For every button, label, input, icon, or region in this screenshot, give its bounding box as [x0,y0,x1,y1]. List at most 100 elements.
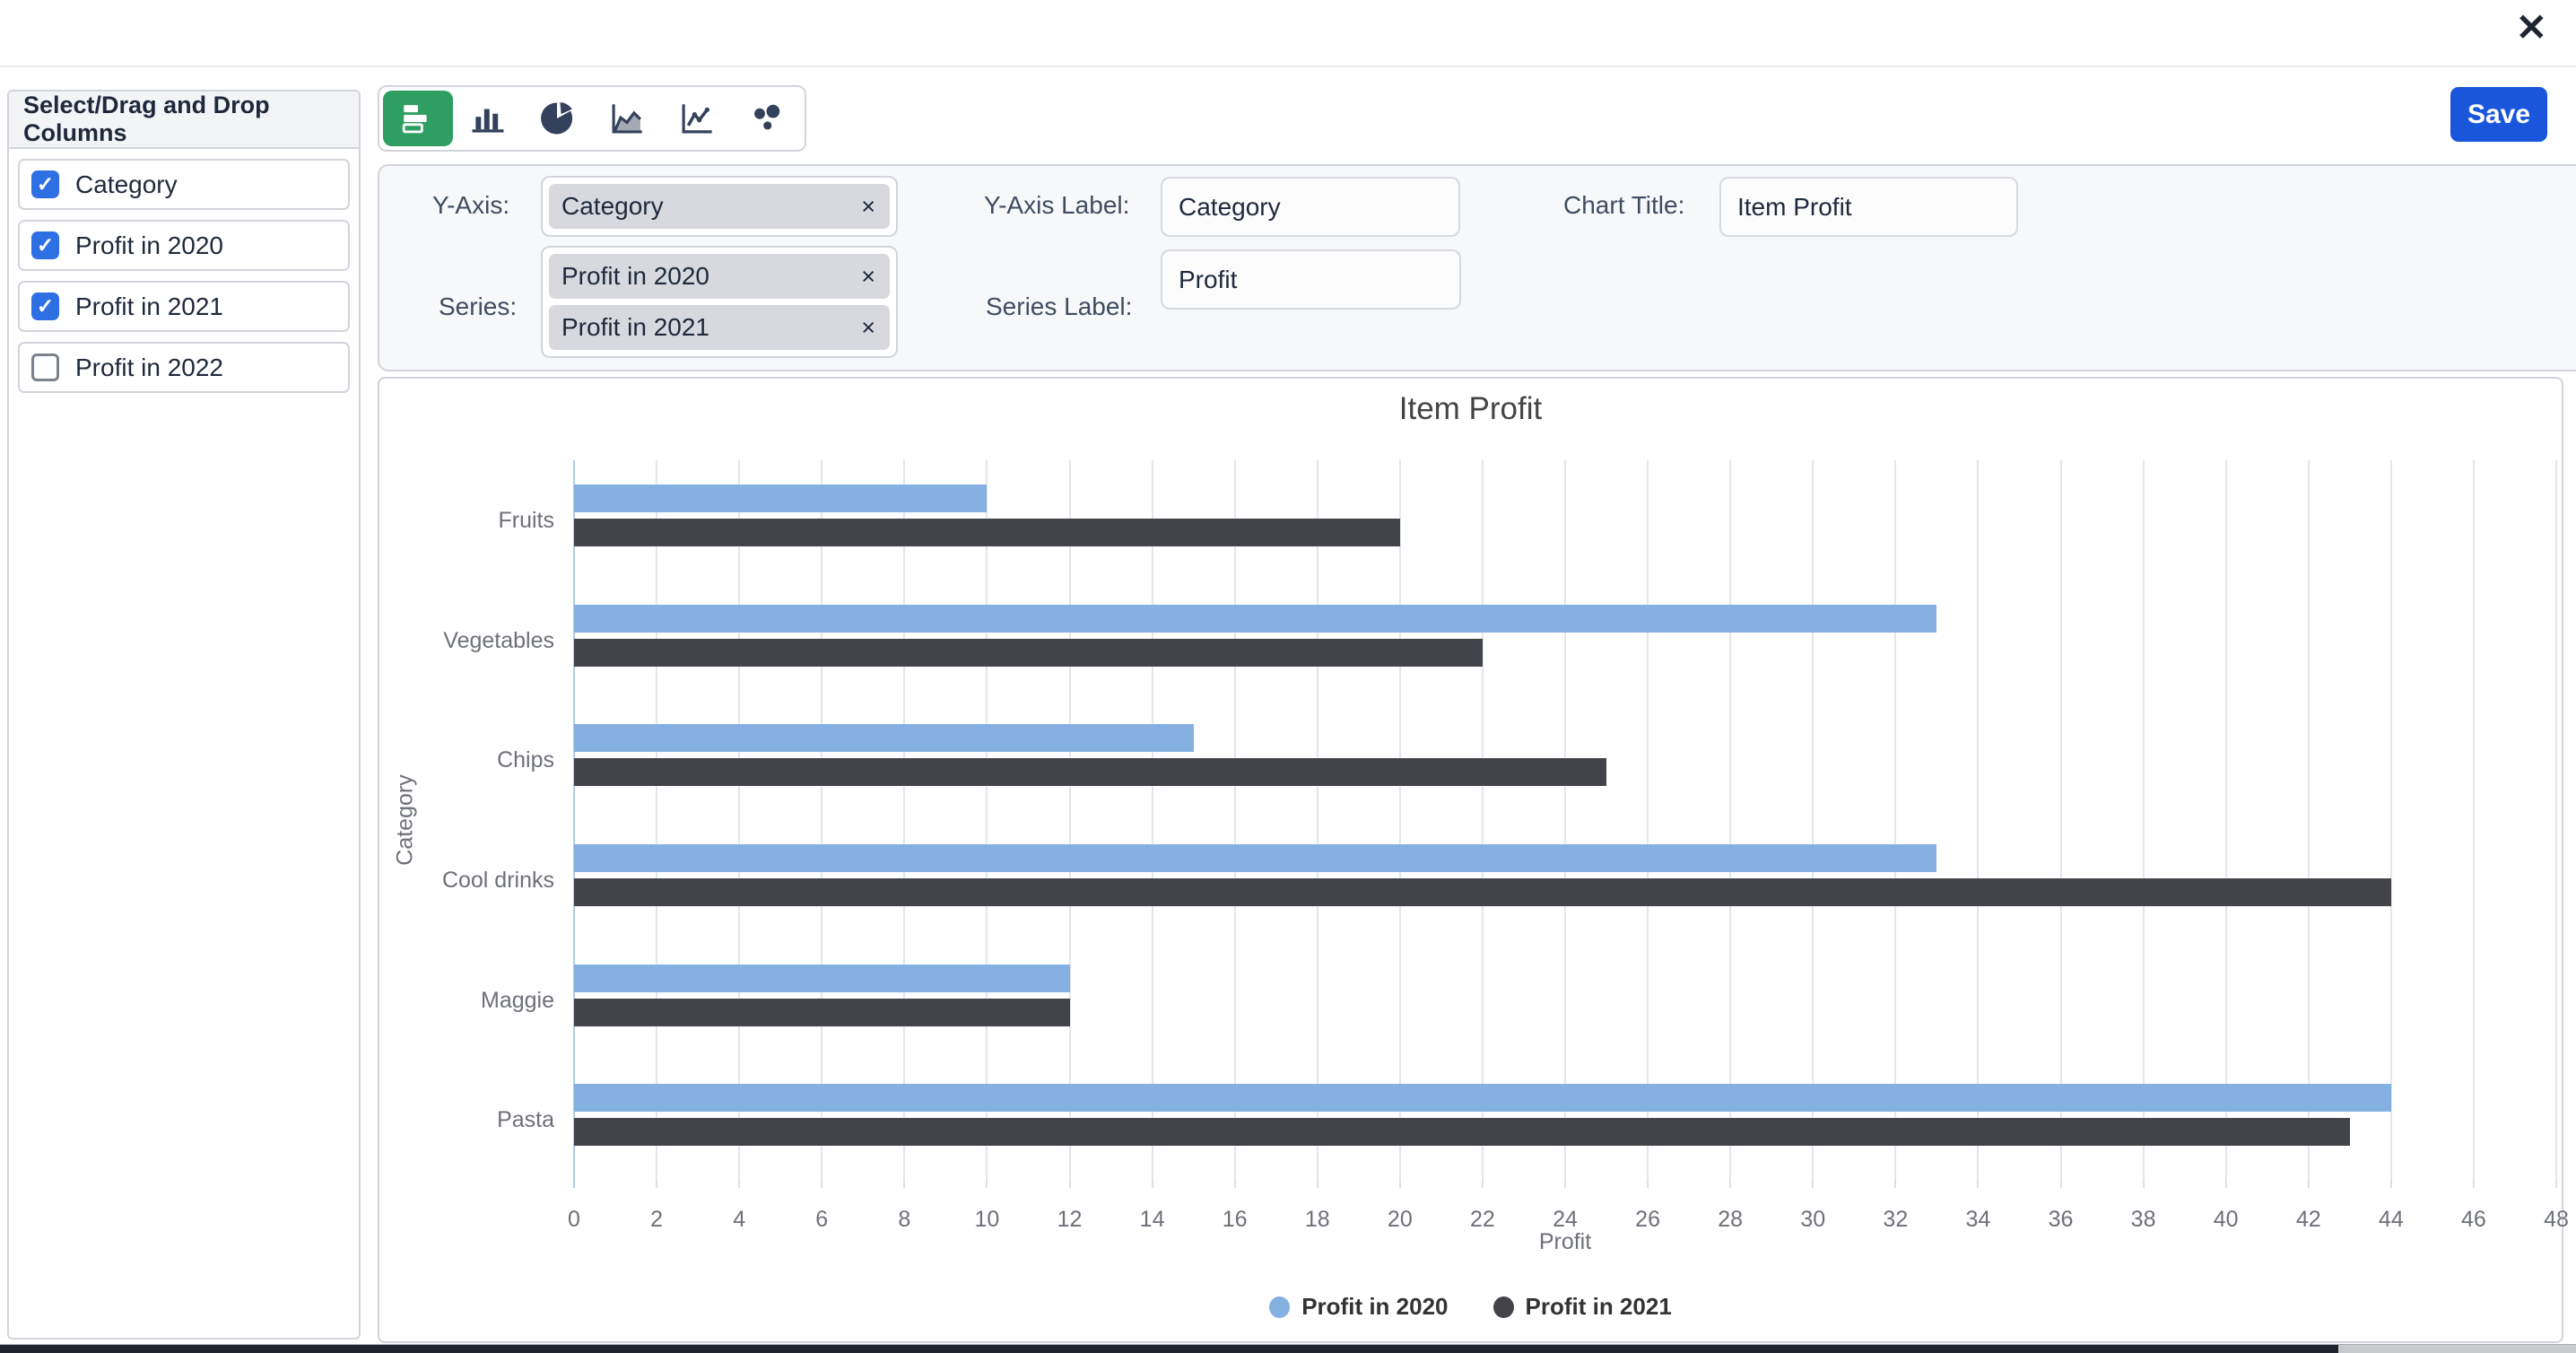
category-axis-labels: Fruits Vegetables Chips Cool drinks Maggie Pa… [377,460,554,1180]
horizontal-scrollbar[interactable] [0,1344,2576,1353]
chart-type-pie-button[interactable] [522,91,592,146]
chart-type-scatter-button[interactable] [731,91,801,146]
axis-tick [1894,1180,1897,1188]
chart-title-field-text: Chart Title: [1563,191,1685,219]
chip-remove-icon[interactable]: × [861,262,875,290]
column-checkbox-item[interactable]: Category [18,159,350,210]
x-tick-label: 12 [1057,1207,1083,1232]
gridline [2555,460,2557,1180]
axis-tick [1151,1180,1153,1188]
axis-tick [821,1180,823,1188]
chart-type-area-button[interactable] [592,91,662,146]
x-tick-label: 20 [1387,1207,1413,1232]
axis-tick [656,1180,658,1188]
x-tick-label: 40 [2213,1207,2239,1232]
axis-tick [2142,1180,2145,1188]
checkbox-checked-icon[interactable] [31,170,59,198]
gridline [656,460,658,1180]
legend-entry[interactable]: Profit in 2020 [1269,1293,1449,1321]
x-tick-label: 14 [1139,1207,1165,1232]
x-tick-label: 32 [1883,1207,1909,1232]
gridline [738,460,741,1180]
column-chart-icon [472,109,503,133]
chart-title: Item Profit [1398,391,1543,426]
y-axis-label-text: Y-Axis: [432,191,510,219]
axis-tick [986,1180,988,1188]
bar-profit-in-2021 [574,518,1400,546]
x-tick-label: 28 [1718,1207,1744,1232]
y-axis-label-input[interactable] [1161,177,1460,237]
axis-tick [1564,1180,1566,1188]
axis-tick [903,1180,906,1188]
category-tick-label: Pasta [497,1107,554,1133]
scrollbar-thumb[interactable] [0,1345,2338,1353]
x-tick-label: 22 [1470,1207,1495,1232]
column-checkbox-item[interactable]: Profit in 2021 [18,281,350,332]
bar-profit-in-2020 [574,604,1937,633]
selected-column-chip: Profit in 2021 × [549,305,890,350]
y-axis-name: Category [392,774,418,866]
legend-marker-icon [1269,1296,1291,1318]
x-tick-label: 0 [568,1207,580,1232]
x-tick-label: 38 [2130,1207,2156,1232]
checkbox-checked-icon[interactable] [31,292,59,320]
checkbox-unchecked-icon[interactable] [31,354,59,381]
chip-remove-icon[interactable]: × [861,313,875,341]
x-tick-label: 44 [2378,1207,2404,1232]
gridline [821,460,823,1180]
x-tick-label: 26 [1635,1207,1660,1232]
series-label-text: Series: [439,292,518,320]
x-tick-label: 18 [1304,1207,1330,1232]
axis-tick [2472,1180,2475,1188]
column-label: Profit in 2020 [75,231,223,259]
bar-profit-in-2020 [574,484,988,512]
series-label-input[interactable] [1161,249,1461,310]
x-tick-label: 24 [1553,1207,1578,1232]
category-tick-label: Vegetables [443,627,554,653]
x-tick-label: 10 [974,1207,1000,1232]
bar-profit-in-2021 [574,1118,2350,1147]
column-list: Category Profit in 2020 Profit in 2021 Prof… [9,159,359,393]
area-chart-icon [612,104,642,134]
bar-profit-in-2021 [574,877,2391,906]
y-axis-chipbox[interactable]: Category × [541,176,898,237]
column-checkbox-item[interactable]: Profit in 2020 [18,220,350,271]
gridline [1729,460,1732,1180]
gridline [2224,460,2227,1180]
axis-tick [1812,1180,1815,1188]
axis-tick [1233,1180,1236,1188]
series-chipbox[interactable]: Profit in 2020 × Profit in 2021 × [541,246,898,358]
close-icon[interactable]: ✕ [2515,6,2547,48]
chart-title-input[interactable] [1719,177,2018,237]
save-button[interactable]: Save [2450,87,2547,142]
gridline [1151,460,1153,1180]
chart-type-column-button[interactable] [453,91,523,146]
axis-tick [1647,1180,1649,1188]
chart-type-horizontal-bar-button[interactable] [383,91,453,146]
chip-label: Profit in 2021 [561,313,709,341]
series-label-field-text: Series Label: [986,292,1133,320]
top-bar: ✕ [0,0,2576,67]
bar-profit-in-2020 [574,1084,2391,1113]
chip-remove-icon[interactable]: × [861,192,875,220]
column-checkbox-item[interactable]: Profit in 2022 [18,342,350,393]
bar-profit-in-2020 [574,964,1070,992]
x-tick-label: 42 [2295,1207,2321,1232]
gridline [2472,460,2475,1180]
checkbox-checked-icon[interactable] [31,231,59,259]
line-chart-icon [682,104,712,134]
axis-tick [1481,1180,1484,1188]
x-axis-name: Profit [1538,1229,1592,1254]
gridline [1894,460,1897,1180]
chart-type-toolbar [378,85,806,152]
column-label: Profit in 2022 [75,353,223,381]
legend-marker-icon [1493,1296,1514,1318]
legend-entry[interactable]: Profit in 2021 [1493,1293,1672,1321]
category-tick-label: Cool drinks [441,867,554,893]
chart-type-line-button[interactable] [662,91,732,146]
gridline [2142,460,2145,1180]
gridline [1647,460,1649,1180]
gridline [1233,460,1236,1180]
chip-label: Profit in 2020 [561,262,709,290]
